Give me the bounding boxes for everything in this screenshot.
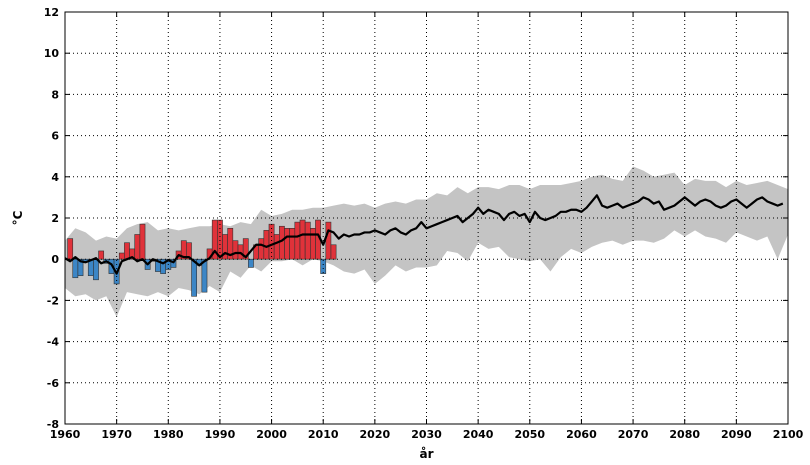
mean-line-layer: [64, 194, 784, 275]
x-tick-label: 1990: [205, 428, 236, 441]
anomaly-bar: [289, 228, 296, 260]
y-tick-label: 12: [44, 6, 59, 19]
x-tick-label: 2100: [773, 428, 804, 441]
y-tick-label: 8: [51, 88, 59, 101]
y-tick-label: 6: [51, 130, 59, 143]
anomaly-bar: [139, 223, 146, 260]
x-tick-label: 2080: [669, 428, 700, 441]
x-tick-label: 2060: [566, 428, 597, 441]
x-axis-title: år: [419, 447, 433, 461]
x-tick-label: 2010: [308, 428, 339, 441]
anomaly-bar: [232, 240, 239, 260]
anomaly-bar: [134, 234, 141, 260]
x-tick-label: 1960: [50, 428, 81, 441]
x-tick-label: 2090: [721, 428, 752, 441]
x-tick-label: 2050: [514, 428, 545, 441]
y-tick-label: -8: [47, 418, 59, 431]
model-spread-band: [65, 166, 788, 317]
y-tick-label: -2: [47, 294, 59, 307]
anomaly-bar: [186, 242, 192, 260]
y-tick-label: 2: [51, 212, 59, 225]
anomaly-bar: [124, 242, 130, 260]
anomaly-bar: [330, 244, 337, 260]
y-tick-label: -6: [47, 377, 60, 390]
anomaly-bar: [263, 230, 270, 260]
anomaly-bar: [118, 252, 125, 260]
anomaly-bar: [310, 228, 316, 260]
y-tick-label: 4: [51, 171, 59, 184]
anomaly-bar: [93, 258, 99, 281]
ensemble-mean-line: [64, 194, 784, 275]
anomaly-bar: [258, 238, 265, 260]
x-tick-label: 2040: [463, 428, 494, 441]
x-tick-label: 1970: [101, 428, 132, 441]
x-tick-label: 2020: [360, 428, 391, 441]
x-tick-label: 2030: [411, 428, 442, 441]
anomaly-bar: [284, 228, 290, 260]
anomaly-bar: [268, 223, 275, 260]
y-tick-label: 0: [51, 253, 59, 266]
anomaly-bar: [294, 221, 301, 260]
anomaly-bar: [98, 250, 105, 260]
x-tick-label: 1980: [153, 428, 184, 441]
anomaly-bar: [325, 221, 332, 260]
anomaly-bar: [191, 258, 197, 297]
y-tick-label: -4: [47, 336, 60, 349]
anomaly-bar: [67, 238, 74, 260]
anomaly-bar: [304, 221, 311, 260]
anomaly-bar: [320, 258, 327, 274]
y-tick-label: 10: [44, 47, 60, 60]
anomaly-bar: [248, 258, 254, 268]
y-axis-title: °C: [11, 210, 25, 225]
anomaly-bar: [279, 225, 285, 260]
anomaly-bar: [201, 258, 208, 293]
x-tick-label: 2000: [256, 428, 287, 441]
anomaly-bar: [72, 258, 79, 279]
anomaly-bar: [299, 219, 306, 260]
tick-layer: 1960 1970 1980 1990 2000 2010 2020 2030 2040 2050…: [44, 6, 804, 441]
spread-band-area: [65, 166, 788, 317]
grid: [65, 12, 788, 424]
anomaly-bar: [77, 258, 84, 276]
anomaly-bar: [273, 234, 280, 260]
x-tick-label: 2070: [618, 428, 649, 441]
